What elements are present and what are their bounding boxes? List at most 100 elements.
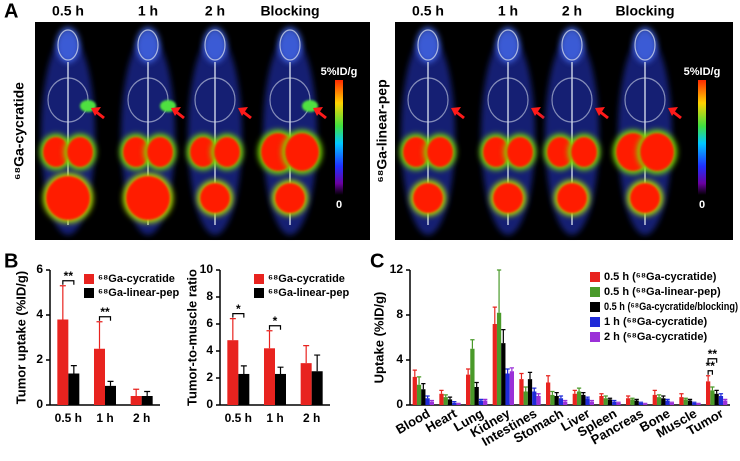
skeleton (194, 77, 236, 123)
significance-label: ** (708, 347, 718, 361)
tracer-label: ⁶⁸Ga-cycratide (11, 82, 27, 180)
bar (429, 401, 434, 405)
error-bar (303, 345, 310, 364)
bar (692, 402, 697, 405)
bar (714, 393, 719, 405)
skeleton (487, 77, 529, 123)
bar (523, 391, 528, 405)
significance-label: ** (64, 269, 74, 283)
error-bar (612, 399, 617, 402)
error-bar (509, 367, 514, 372)
bar (300, 363, 312, 405)
bladder (557, 183, 587, 213)
bar (558, 398, 564, 405)
mouse-head (560, 27, 584, 63)
error-bar (599, 393, 604, 396)
bar (599, 396, 604, 405)
y-tick-label: 4 (206, 343, 213, 357)
error-bar (558, 395, 564, 399)
bladder (200, 183, 230, 213)
skeleton (204, 29, 226, 61)
significance-label: * (273, 314, 278, 328)
tracer-label: ⁶⁸Ga-linear-pep (374, 79, 390, 182)
error-bar (669, 401, 674, 403)
y-tick-label: 0 (396, 397, 403, 411)
y-tick-label: 0 (206, 397, 213, 411)
skeleton (634, 29, 656, 61)
bar (652, 394, 657, 405)
organ (483, 137, 509, 167)
bar (683, 399, 688, 405)
bar (589, 401, 594, 405)
y-tick-label: 8 (396, 307, 403, 321)
legend-swatch (254, 274, 264, 284)
bar (532, 391, 537, 405)
error-bar (546, 375, 551, 383)
significance-bracket (268, 325, 282, 330)
y-tick-label: 10 (200, 262, 214, 276)
error-bar (572, 389, 577, 394)
error-bar (452, 401, 457, 403)
mouse-head (416, 27, 440, 63)
skeleton (417, 29, 439, 61)
error-bar (144, 390, 151, 396)
bar (603, 398, 608, 405)
error-bar (314, 354, 321, 372)
error-bar (447, 396, 453, 400)
error-bar (581, 392, 586, 395)
error-bar (416, 376, 422, 385)
timepoint-label: 2 h (205, 3, 225, 19)
significance-bracket (707, 358, 718, 363)
color-bar-max: 5%ID/g (321, 66, 358, 78)
color-bar-min: 0 (336, 199, 342, 211)
bar (412, 376, 417, 405)
error-bar (277, 366, 284, 374)
bar (470, 348, 475, 405)
bar (57, 319, 69, 405)
arrow (451, 107, 461, 116)
bladder (126, 176, 170, 220)
error-bar (229, 318, 236, 341)
significance-bracket (232, 313, 245, 318)
y-axis-title: Uptake (%ID/g) (371, 292, 386, 384)
error-bar (443, 394, 448, 398)
organ (43, 137, 69, 167)
bar (264, 348, 275, 405)
bar (439, 393, 444, 405)
organ (507, 137, 533, 167)
error-bar (439, 389, 444, 394)
error-bar (696, 402, 701, 404)
skeleton (137, 29, 159, 61)
arrow (171, 107, 181, 116)
color-bar-min: 0 (699, 199, 705, 211)
legend-label: ⁶⁸Ga-cycratide (268, 273, 345, 285)
error-bar (687, 398, 693, 401)
bar (275, 373, 286, 405)
error-bar (470, 339, 475, 349)
significance-bracket (98, 316, 112, 321)
error-bar (589, 399, 594, 402)
bar (227, 340, 239, 405)
timepoint-label: 1 h (138, 3, 158, 19)
legend-label: ⁶⁸Ga-linear-pep (268, 287, 349, 299)
bar (638, 402, 644, 405)
error-bar (652, 389, 657, 395)
error-bar (466, 368, 471, 375)
organ (403, 137, 429, 167)
bar (607, 399, 613, 405)
error-bar (603, 395, 608, 399)
bar (669, 402, 674, 405)
significance-label: ** (706, 359, 716, 373)
error-bar (519, 372, 524, 380)
bladder (493, 183, 523, 213)
organ (214, 137, 240, 167)
mouse-head (633, 27, 657, 63)
legend-label: 2 h (⁶⁸Ga-cycratide) (604, 331, 708, 343)
organ (123, 137, 149, 167)
error-bar (70, 365, 77, 374)
organ (427, 137, 453, 167)
x-tick-label: 1 h (96, 411, 113, 425)
legend-swatch (254, 288, 264, 298)
bar (546, 382, 551, 405)
bar (696, 403, 701, 405)
